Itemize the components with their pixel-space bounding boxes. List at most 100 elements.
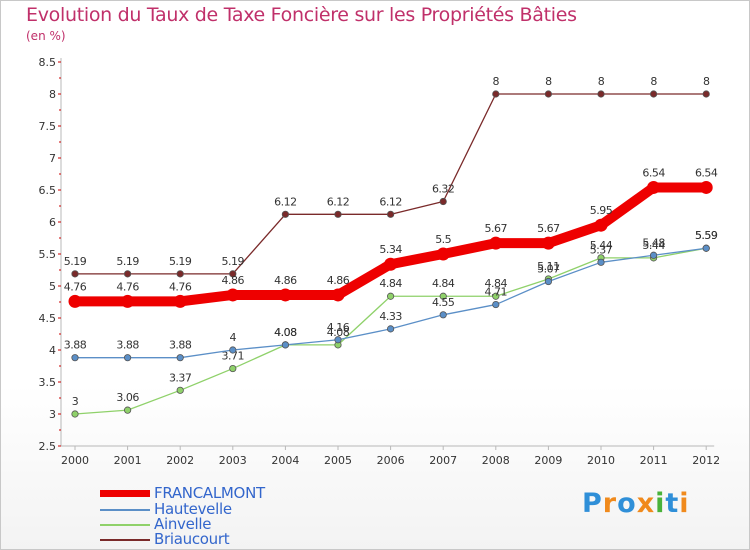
data-label-ainvelle: 3: [72, 395, 79, 408]
data-point-briaucourt: [71, 270, 79, 278]
data-point-francalmont: [541, 236, 555, 250]
data-point-ainvelle: [386, 292, 395, 300]
x-tick-label: 2011: [640, 454, 668, 467]
x-tick-label: 2012: [692, 454, 720, 467]
data-label-ainvelle: 4.08: [327, 326, 350, 339]
data-label-hautevelle: 5.48: [642, 236, 665, 249]
data-label-ainvelle: 3.37: [169, 371, 192, 384]
data-label-briaucourt: 8: [545, 75, 552, 88]
data-label-ainvelle: 3.06: [116, 391, 139, 404]
data-label-hautevelle: 3.88: [64, 339, 87, 352]
data-point-francalmont: [489, 236, 503, 250]
data-point-hautevelle: [544, 277, 553, 286]
data-label-ainvelle: 4.84: [432, 277, 455, 290]
data-label-hautevelle: 4.08: [274, 326, 297, 339]
y-tick-label: 8: [49, 88, 56, 101]
y-tick-label: 6.5: [39, 184, 57, 197]
y-tick-label: 4.5: [39, 312, 57, 325]
data-label-briaucourt: 8: [703, 75, 710, 88]
data-point-briaucourt: [334, 210, 342, 218]
data-point-briaucourt: [176, 270, 184, 278]
data-point-hautevelle: [597, 258, 605, 266]
y-tick-label: 3.5: [39, 376, 57, 389]
data-point-briaucourt: [439, 197, 447, 206]
data-label-francalmont: 4.86: [274, 274, 297, 287]
data-label-briaucourt: 5.19: [64, 255, 87, 268]
data-point-hautevelle: [702, 244, 710, 252]
data-label-ainvelle: 5.44: [590, 239, 613, 252]
x-tick-label: 2009: [534, 454, 562, 467]
logo-letter: P: [582, 488, 603, 519]
data-point-briaucourt: [281, 210, 289, 218]
data-point-hautevelle: [492, 300, 500, 309]
data-label-briaucourt: 6.12: [327, 195, 350, 208]
data-point-hautevelle: [176, 354, 184, 362]
data-point-briaucourt: [386, 210, 395, 218]
y-tick-label: 8.5: [39, 56, 57, 69]
data-point-ainvelle: [124, 406, 132, 414]
x-tick-label: 2003: [219, 454, 247, 467]
data-point-francalmont: [68, 294, 82, 308]
y-tick-label: 7.5: [39, 120, 57, 133]
data-label-briaucourt: 5.19: [169, 255, 192, 268]
y-tick-label: 3: [49, 408, 56, 421]
legend-label-briaucourt: Briaucourt: [154, 530, 230, 548]
x-tick-label: 2000: [61, 454, 89, 467]
data-label-ainvelle: 4.84: [485, 277, 508, 290]
data-point-hautevelle: [124, 354, 132, 362]
chart-title: Evolution du Taux de Taxe Foncière sur l…: [26, 4, 577, 26]
data-point-francalmont: [384, 257, 398, 271]
data-label-francalmont: 4.76: [169, 280, 192, 293]
logo-letter: i: [679, 488, 690, 519]
data-label-ainvelle: 5.59: [695, 229, 718, 242]
x-tick-label: 2005: [324, 454, 352, 467]
series-ainvelle: 3 3.06 3.37 3.71 4.08 4.08 4.84 4.84 4.84 5.11 5.4…: [71, 229, 718, 418]
x-tick-label: 2004: [271, 454, 299, 467]
data-label-ainvelle: 5.44: [642, 239, 665, 252]
y-tick-label: 5.5: [39, 248, 57, 261]
y-tick-label: 6: [49, 216, 56, 229]
data-label-briaucourt: 6.12: [379, 195, 402, 208]
data-point-hautevelle: [386, 325, 395, 333]
data-label-hautevelle: 3.88: [169, 339, 192, 352]
legend-swatch-francalmont: [100, 490, 150, 497]
data-point-briaucourt: [124, 270, 132, 278]
x-tick-label: 2007: [429, 454, 457, 467]
data-label-francalmont: 5.5: [435, 233, 451, 246]
legend-swatch-briaucourt: [100, 539, 150, 541]
data-point-hautevelle: [439, 311, 447, 319]
data-label-hautevelle: 4.16: [327, 321, 350, 334]
data-label-francalmont: 4.86: [327, 274, 350, 287]
data-point-ainvelle: [492, 292, 500, 300]
data-label-briaucourt: 8: [493, 75, 500, 88]
data-label-hautevelle: 5.37: [590, 243, 613, 256]
data-point-francalmont: [699, 180, 713, 194]
data-label-briaucourt: 5.19: [222, 255, 245, 268]
data-label-hautevelle: 4: [230, 331, 237, 344]
x-tick-label: 2010: [587, 454, 615, 467]
data-label-ainvelle: 3.71: [222, 350, 245, 363]
data-label-francalmont: 6.54: [642, 166, 665, 179]
series-francalmont: 4.76 4.76 4.76 4.86 4.86 4.86 5.34 5.5 5.67 5.67 5…: [64, 166, 718, 308]
y-tick-label: 2.5: [39, 440, 57, 453]
data-point-francalmont: [173, 294, 187, 308]
data-point-briaucourt: [544, 90, 553, 98]
y-tick-label: 4: [49, 344, 56, 357]
data-label-francalmont: 4.76: [116, 280, 139, 293]
data-label-hautevelle: 4.55: [432, 296, 455, 309]
data-point-francalmont: [278, 288, 292, 302]
data-point-hautevelle: [229, 346, 237, 354]
y-tick-label: 7: [49, 152, 56, 165]
data-point-hautevelle: [281, 341, 289, 349]
data-point-briaucourt: [492, 90, 500, 98]
data-label-hautevelle: 4.33: [379, 310, 402, 323]
data-point-briaucourt: [597, 90, 605, 98]
logo-letter: i: [655, 488, 666, 519]
logo-letter: o: [617, 488, 637, 519]
logo-letter: t: [665, 488, 680, 519]
chart-subtitle: (en %): [26, 29, 66, 43]
data-label-hautevelle: 4.71: [485, 286, 508, 299]
data-point-francalmont: [226, 288, 240, 302]
data-point-ainvelle: [439, 292, 447, 300]
